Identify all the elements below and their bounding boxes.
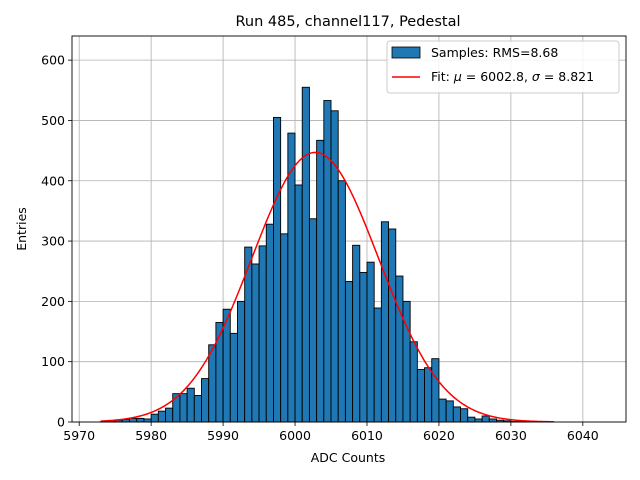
legend-histogram-label: Samples: RMS=8.68 (431, 45, 558, 60)
y-axis-label: Entries (14, 207, 29, 251)
histogram-bar (431, 358, 440, 423)
histogram-bar (308, 218, 318, 423)
histogram-bar (460, 408, 469, 423)
histogram-bar (237, 300, 246, 423)
histogram-bar (258, 245, 267, 423)
histogram-bar (157, 410, 166, 423)
histogram-bar (251, 263, 260, 423)
histogram-bar (193, 395, 202, 423)
histogram-bar (316, 139, 325, 423)
legend-fit-label: Fit: μ = 6002.8, σ = 8.821 (431, 69, 594, 84)
histogram-bar (380, 221, 390, 423)
x-axis-label: ADC Counts (311, 450, 386, 465)
histogram-bar (179, 393, 188, 423)
histogram-bar (273, 116, 282, 423)
histogram-bar (165, 407, 174, 423)
histogram-bar (359, 271, 368, 423)
histogram-bar (445, 400, 454, 423)
legend-box (386, 40, 620, 94)
histogram-bar (280, 233, 289, 423)
plot-frame (71, 35, 627, 423)
histogram-bar (150, 413, 159, 423)
x-tick-label: 6040 (567, 428, 599, 443)
legend: Samples: RMS=8.68 Fit: μ = 6002.8, σ = 8… (386, 40, 620, 94)
histogram-bar (373, 307, 382, 423)
histogram-bar (409, 341, 418, 423)
histogram-bar (416, 369, 425, 423)
x-tick-label: 5970 (63, 428, 95, 443)
x-tick-label: 5990 (207, 428, 239, 443)
histogram-bar (366, 261, 375, 423)
histogram-bar (488, 418, 497, 423)
histogram-bar (136, 417, 145, 423)
x-axis-ticks: 5970 5980 5990 6000 6010 6020 6030 6040 (63, 422, 599, 443)
y-tick-label: 400 (41, 173, 65, 188)
histogram-bar (229, 332, 238, 423)
x-tick-label: 6010 (351, 428, 383, 443)
y-tick-label: 300 (41, 234, 65, 249)
histogram-bar (337, 180, 346, 423)
histogram-bar (186, 387, 195, 423)
histogram-bar (265, 223, 274, 423)
histogram-bar (452, 406, 461, 423)
histogram-bar (294, 184, 303, 423)
x-tick-label: 6020 (423, 428, 455, 443)
histogram-bar (330, 110, 339, 423)
histogram-bar (201, 378, 210, 423)
histogram-bar (388, 228, 397, 423)
histogram-bar (129, 417, 138, 423)
y-tick-label: 200 (41, 294, 65, 309)
histogram-bar (323, 100, 332, 423)
x-tick-label: 6000 (279, 428, 311, 443)
x-tick-label: 6030 (495, 428, 527, 443)
histogram-bar (395, 275, 404, 423)
histogram-bar (143, 418, 152, 423)
histogram-bar (301, 86, 310, 423)
histogram-bar (352, 244, 361, 423)
x-tick-label: 5980 (135, 428, 167, 443)
histogram-bar (481, 415, 490, 423)
histogram-bar (474, 418, 483, 423)
histogram-bar (438, 398, 447, 423)
y-tick-label: 500 (41, 113, 65, 128)
legend-histogram-swatch (391, 46, 421, 59)
histogram-bar (215, 322, 224, 423)
histogram-bar (467, 416, 476, 423)
chart-title: Run 485, channel117, Pedestal (235, 14, 460, 30)
histogram-bars (100, 86, 526, 423)
gaussian-fit-curve (100, 151, 555, 423)
y-tick-label: 0 (57, 415, 65, 430)
y-tick-label: 600 (41, 53, 65, 68)
y-tick-label: 100 (41, 354, 65, 369)
histogram-bar (424, 367, 433, 423)
histogram-bar (287, 132, 296, 423)
histogram-bar (344, 281, 354, 423)
histogram-bar (208, 344, 217, 423)
y-axis-ticks: 0 100 200 300 400 500 600 (41, 53, 72, 430)
